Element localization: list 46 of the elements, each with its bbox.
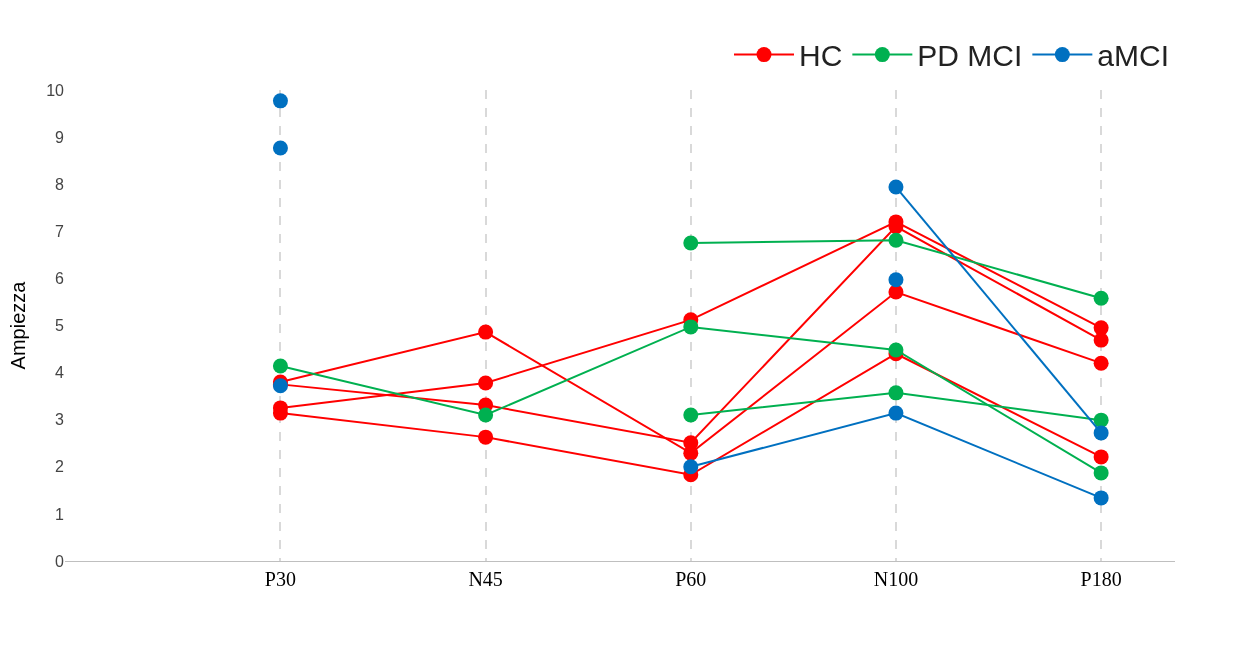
x-tick-label: N45: [468, 568, 503, 590]
point: [1093, 332, 1109, 348]
y-axis-title: Ampiezza: [6, 280, 29, 370]
point: [1093, 490, 1109, 506]
y-tick-label: 1: [55, 505, 65, 523]
point: [1093, 290, 1109, 306]
point: [888, 272, 904, 288]
x-tick-label: N100: [873, 568, 919, 590]
point: [1093, 320, 1109, 336]
y-tick-label: 7: [55, 222, 65, 240]
point: [683, 459, 699, 475]
y-tick-label: 6: [55, 270, 65, 287]
point: [888, 385, 904, 401]
y-tick-label: 4: [55, 364, 65, 382]
x-tick-label: P60: [675, 568, 707, 590]
point: [272, 140, 288, 156]
point: [478, 429, 494, 445]
point: [478, 407, 494, 423]
y-tick-label: 2: [55, 458, 65, 476]
point: [888, 232, 904, 248]
point: [683, 319, 699, 335]
point: [888, 179, 904, 195]
y-tick-label: 10: [46, 81, 65, 99]
x-tick-label: P180: [1080, 568, 1122, 590]
point: [1093, 355, 1109, 371]
y-tick-label: 3: [55, 411, 65, 429]
point: [683, 407, 699, 423]
y-tick-label: 8: [55, 175, 65, 193]
point: [888, 405, 904, 421]
point: [478, 324, 494, 340]
y-tick-label: 5: [55, 317, 65, 335]
point: [272, 93, 288, 109]
y-tick-label: 0: [55, 552, 65, 570]
point: [888, 342, 904, 358]
point: [478, 375, 494, 391]
point: [272, 358, 288, 374]
y-tick-label: 9: [55, 128, 65, 146]
legend-label: HC: [799, 39, 843, 73]
point: [1093, 465, 1109, 481]
point: [1093, 449, 1109, 465]
point: [683, 235, 699, 251]
point: [1093, 425, 1109, 441]
x-tick-label: P30: [264, 568, 296, 590]
legend-label: PD MCI: [917, 39, 1023, 73]
legend-label: aMCI: [1097, 39, 1170, 73]
point: [1093, 412, 1109, 428]
